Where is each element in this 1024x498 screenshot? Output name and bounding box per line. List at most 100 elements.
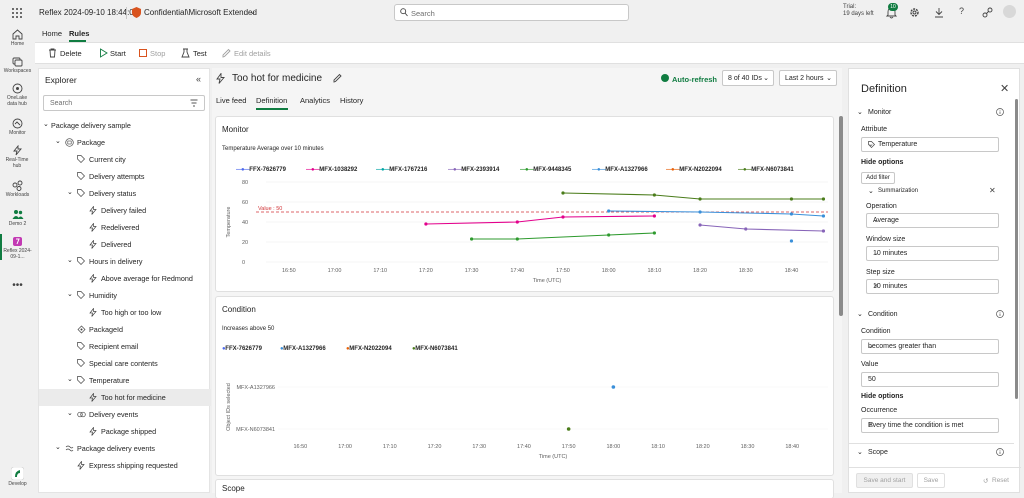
chevron-down-icon[interactable]: ⌄ [67,410,73,417]
chevron-down-icon[interactable]: ⌄ [55,138,61,145]
tree-item[interactable]: ⌄ Package delivery sample [39,117,211,134]
data-point[interactable] [821,197,826,201]
hide-options-link[interactable]: Hide options [861,393,904,400]
data-point[interactable] [470,237,474,241]
global-search-input[interactable]: Search [394,4,629,21]
data-point[interactable] [821,214,826,218]
tree-item[interactable]: ⌄ Hours in delivery [39,253,211,270]
rail-home[interactable]: Home [0,29,35,47]
data-point[interactable] [515,220,519,224]
gear-icon[interactable] [909,7,920,18]
legend-item[interactable]: —●— MFX-N6073841 [738,167,794,173]
chevron-down-icon[interactable]: ⌄ [868,188,874,195]
tab-rules[interactable]: Rules [69,29,90,38]
rail-workspaces[interactable]: Workspaces [0,56,35,74]
data-point[interactable] [789,197,794,201]
app-title[interactable]: Reflex 2024-09-10 18:44:02 [39,8,139,17]
start-button[interactable]: Start [110,49,126,58]
subtab-definition[interactable]: Definition [256,96,288,105]
hide-options-link[interactable]: Hide options [861,159,904,166]
close-icon[interactable]: ✕ [1000,83,1010,95]
download-icon[interactable] [934,7,944,18]
legend-item[interactable]: —●— MFX-9448345 [520,167,571,173]
info-icon[interactable] [996,108,1004,116]
legend-item[interactable]: —●— FFX-7626779 [236,167,286,173]
tree-item[interactable]: ⌄ Package [39,134,211,151]
share-icon[interactable] [982,7,993,18]
save-button[interactable]: Save [917,473,945,488]
save-and-start-button[interactable]: Save and start [856,473,913,488]
tree-item[interactable]: Delivered [39,236,211,253]
collapse-icon[interactable]: « [196,74,202,84]
chevron-down-icon[interactable]: ⌄ [67,257,73,264]
clear-icon[interactable]: ✕ [868,422,874,429]
help-icon[interactable]: ? [959,6,965,16]
trial-status[interactable]: Trial: 19 days left [843,4,874,18]
chevron-down-icon[interactable]: ⌄ [67,376,73,383]
reset-button[interactable]: Reset [992,477,1009,484]
tree-item[interactable]: Too high or too low [39,304,211,321]
stop-button[interactable]: Stop [150,49,166,58]
tree-item[interactable]: Delivery attempts [39,168,211,185]
value-input[interactable]: 50 [861,372,999,387]
tree-item[interactable]: ⌄ Temperature [39,372,211,389]
rename-icon[interactable] [333,73,342,83]
tree-item[interactable]: Above average for Redmond [39,270,211,287]
rail-workloads[interactable]: Workloads [0,180,35,198]
chevron-down-icon[interactable]: ⌄ [857,449,863,456]
add-filter-button[interactable]: Add filter [861,172,895,184]
tree-item[interactable]: Package shipped [39,423,211,440]
data-point[interactable] [698,210,702,214]
legend-item[interactable]: —●— MFX-A1327966 [592,167,648,173]
chevron-down-icon[interactable]: ⌄ [857,311,863,318]
edit-details-button[interactable]: Edit details [234,49,271,58]
legend-item[interactable]: ● MFX-A1327966 [280,346,326,352]
legend-item[interactable]: —●— MFX-2393914 [448,167,499,173]
tree-item[interactable]: Redelivered [39,219,211,236]
step-size-input[interactable]: 10 minutes ✕ [866,279,999,294]
legend-item[interactable]: —●— MFX-N2022094 [666,167,722,173]
auto-refresh-toggle[interactable]: Auto-refresh [672,75,718,84]
data-point[interactable] [789,212,794,216]
legend-item[interactable]: ● MFX-N6073841 [412,346,458,352]
avatar[interactable] [1003,5,1016,18]
rail-develop[interactable]: Develop [0,467,35,487]
legend-item[interactable]: —●— MFX-1767216 [376,167,427,173]
data-point[interactable] [652,231,656,235]
operation-dropdown[interactable]: Average ⌄ [866,213,999,228]
data-point[interactable] [652,214,656,218]
info-icon[interactable] [996,310,1004,318]
tree-item[interactable]: Special care contents [39,355,211,372]
window-size-dropdown[interactable]: 10 minutes ⌄ [866,246,999,261]
rail-demo[interactable]: Demo 2 [0,209,35,227]
tree-item[interactable]: ⌄ Delivery events [39,406,211,423]
chevron-down-icon[interactable]: ⌄ [857,109,863,116]
chevron-down-icon[interactable]: ⌄ [67,189,73,196]
subtab-live-feed[interactable]: Live feed [216,96,247,105]
data-point[interactable] [698,223,702,227]
info-icon[interactable] [996,448,1004,456]
legend-item[interactable]: ● FFX-7626779 [222,346,262,352]
attribute-dropdown[interactable]: Temperature ⌄ [861,137,999,152]
data-point[interactable] [698,197,702,201]
data-point[interactable] [424,222,428,226]
tree-item[interactable]: Recipient email [39,338,211,355]
data-point[interactable] [566,427,571,431]
data-point[interactable] [611,385,616,389]
rail-reflex[interactable]: Reflex 2024-09-1... [0,234,35,260]
tree-item[interactable]: ⌄ Delivery status [39,185,211,202]
subtab-analytics[interactable]: Analytics [300,96,331,105]
delete-button[interactable]: Delete [60,49,82,58]
occurrence-dropdown[interactable]: Every time the condition is met ✕ [861,418,999,433]
test-button[interactable]: Test [193,49,207,58]
legend-item[interactable]: —●— MFX-1038292 [306,167,357,173]
app-launcher-icon[interactable] [11,7,23,19]
data-point[interactable] [561,191,565,195]
data-point[interactable] [789,239,794,243]
data-point[interactable] [607,233,611,237]
tree-item[interactable]: Current city [39,151,211,168]
data-point[interactable] [561,215,565,219]
clear-icon[interactable]: ✕ [873,283,879,290]
data-point[interactable] [607,209,611,213]
tree-item[interactable]: PackageId [39,321,211,338]
